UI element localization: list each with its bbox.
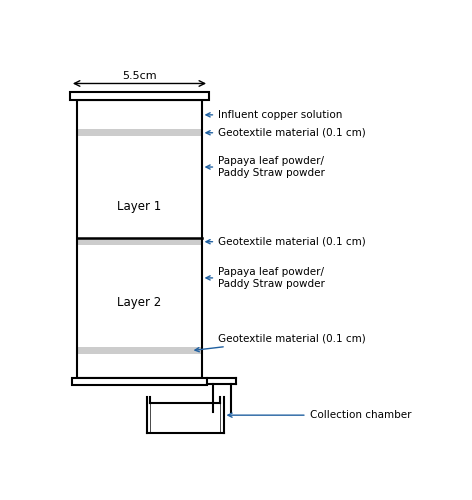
Bar xyxy=(77,356,202,378)
Bar xyxy=(77,245,202,347)
Bar xyxy=(77,100,202,378)
Bar xyxy=(77,136,202,238)
Text: Collection chamber: Collection chamber xyxy=(228,410,411,420)
Text: Geotextile material (0.1 cm): Geotextile material (0.1 cm) xyxy=(206,236,366,246)
Bar xyxy=(151,402,220,434)
Text: Geotextile material (0.1 cm): Geotextile material (0.1 cm) xyxy=(206,128,366,138)
Text: Geotextile material (0.1 cm): Geotextile material (0.1 cm) xyxy=(195,334,366,351)
Bar xyxy=(72,378,207,384)
Text: Influent copper solution: Influent copper solution xyxy=(206,110,343,120)
Bar xyxy=(77,130,202,136)
Text: Layer 2: Layer 2 xyxy=(118,296,161,309)
Text: Papaya leaf powder/
Paddy Straw powder: Papaya leaf powder/ Paddy Straw powder xyxy=(206,267,325,288)
Bar xyxy=(151,402,220,434)
Text: 5.5cm: 5.5cm xyxy=(122,71,157,81)
Text: Papaya leaf powder/
Paddy Straw powder: Papaya leaf powder/ Paddy Straw powder xyxy=(206,156,325,178)
Bar xyxy=(77,347,202,354)
Text: Layer 1: Layer 1 xyxy=(118,200,161,213)
Bar xyxy=(77,100,202,130)
Bar xyxy=(70,92,209,100)
Bar xyxy=(77,238,202,245)
